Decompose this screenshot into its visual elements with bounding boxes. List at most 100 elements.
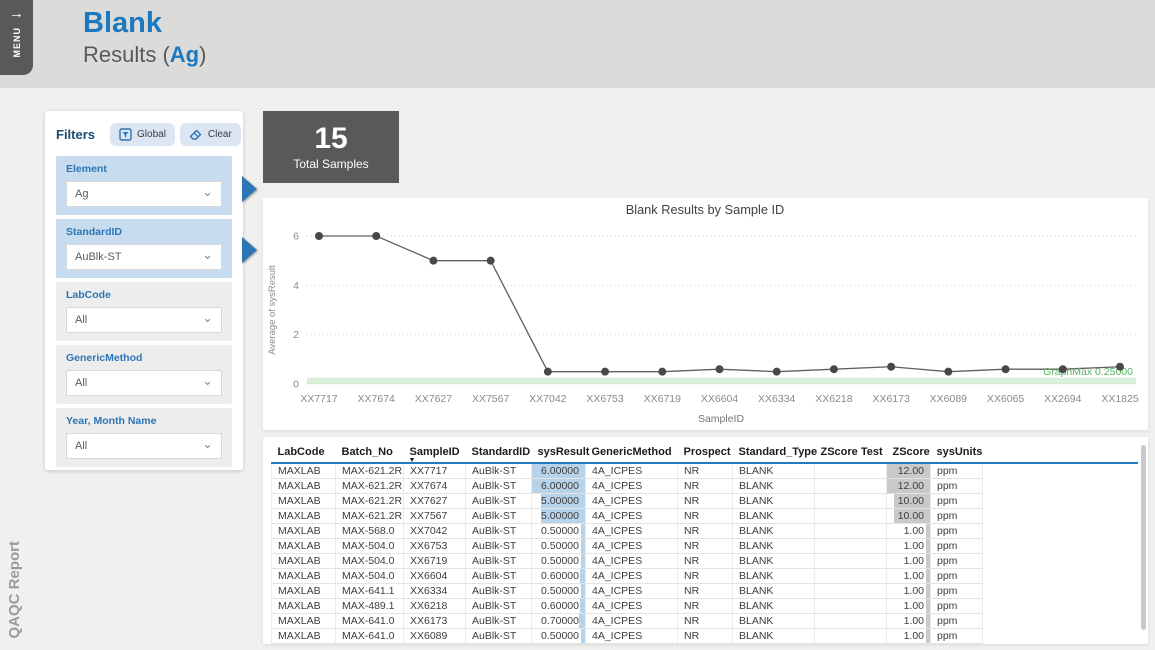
sort-descending-icon: ▼	[408, 457, 416, 464]
cell-value: NR	[684, 585, 700, 597]
column-header-labcode[interactable]: LabCode	[271, 443, 336, 464]
cell-zscore: 1.00	[886, 613, 931, 629]
cell-value: 0.60000	[541, 570, 579, 582]
row-filler	[983, 614, 1139, 629]
table-row[interactable]: MAXLAB MAX-621.2R XX7627 AuBlk-ST 5.00000 4A_…	[271, 493, 1139, 509]
cell-standardid: AuBlk-ST	[465, 508, 532, 524]
table-row[interactable]: MAXLAB MAX-504.0 XX6604 AuBlk-ST 0.60000 4A_I…	[271, 568, 1139, 584]
data-point[interactable]	[772, 367, 781, 376]
slicer-dropdown[interactable]: All ⌄	[66, 433, 222, 459]
table-row[interactable]: MAXLAB MAX-504.0 XX6753 AuBlk-ST 0.50000 4A_I…	[271, 538, 1139, 554]
cell-sampleid: XX6719	[403, 553, 466, 569]
column-header-sampleid[interactable]: SampleID ▼	[403, 443, 466, 464]
cell-value: AuBlk-ST	[472, 465, 517, 477]
slicer-dropdown[interactable]: AuBlk-ST ⌄	[66, 244, 222, 270]
column-header-batch-no[interactable]: Batch_No	[335, 443, 404, 464]
cell-zscore: 1.00	[886, 583, 931, 599]
cell-value: AuBlk-ST	[472, 495, 517, 507]
data-point[interactable]	[944, 367, 953, 376]
cell-value: ppm	[937, 630, 958, 642]
column-header-genericmethod[interactable]: GenericMethod	[585, 443, 678, 464]
column-header-prospect[interactable]: Prospect	[677, 443, 733, 464]
global-filter-button[interactable]: Global	[110, 123, 175, 146]
table-row[interactable]: MAXLAB MAX-489.1 XX6218 AuBlk-ST 0.60000 4A_I…	[271, 598, 1139, 614]
column-header-standardid[interactable]: StandardID	[465, 443, 532, 464]
cell-standardid: AuBlk-ST	[465, 523, 532, 539]
row-filler	[983, 524, 1139, 539]
table-row[interactable]: MAXLAB MAX-641.0 XX6089 AuBlk-ST 0.50000 4A_I…	[271, 628, 1139, 644]
cell-value: BLANK	[739, 495, 774, 507]
table-row[interactable]: MAXLAB MAX-641.1 XX6334 AuBlk-ST 0.50000 4A_I…	[271, 583, 1139, 599]
apply-element-filter-arrow-icon[interactable]	[241, 175, 258, 203]
menu-label: MENU	[11, 27, 22, 58]
data-point[interactable]	[543, 367, 552, 376]
column-header-zscore-test[interactable]: ZScore Test	[814, 443, 887, 464]
data-point[interactable]	[658, 367, 667, 376]
chart-line	[319, 235, 1121, 373]
cell-value: 4A_ICPES	[592, 480, 643, 492]
table-row[interactable]: MAXLAB MAX-568.0 XX7042 AuBlk-ST 0.50000 4A_I…	[271, 523, 1139, 539]
cell-value: XX6218	[410, 600, 448, 612]
row-filler	[983, 494, 1139, 509]
cell-sysresult: 0.50000	[531, 553, 586, 569]
menu-tab[interactable]: → MENU	[0, 0, 33, 75]
data-point[interactable]	[372, 232, 381, 240]
data-point[interactable]	[1116, 362, 1124, 371]
x-tick-label: XX1825	[1101, 393, 1139, 405]
data-bar	[580, 554, 585, 568]
apply-standardid-filter-arrow-icon[interactable]	[241, 236, 258, 264]
data-point[interactable]	[315, 232, 323, 240]
slicer-label: LabCode	[66, 289, 111, 301]
cell-sampleid: XX6218	[403, 598, 466, 614]
cell-genericmethod: 4A_ICPES	[585, 568, 678, 584]
blank-results-chart[interactable]: Blank Results by Sample ID 0 2 4 6 Average of…	[263, 198, 1148, 430]
x-tick-label: XX7627	[415, 393, 453, 405]
table-scrollbar[interactable]	[1141, 445, 1146, 630]
table-row[interactable]: MAXLAB MAX-621.2R XX7567 AuBlk-ST 5.00000 4A_…	[271, 508, 1139, 524]
cell-genericmethod: 4A_ICPES	[585, 493, 678, 509]
cell-value: NR	[684, 570, 700, 582]
cell-standard-type: BLANK	[732, 508, 815, 524]
cell-sysunits: ppm	[930, 493, 983, 509]
data-point[interactable]	[601, 367, 610, 376]
column-header-zscore[interactable]: ZScore	[886, 443, 931, 464]
cell-sysunits: ppm	[930, 568, 983, 584]
cell-sysresult: 0.50000	[531, 583, 586, 599]
cell-value: BLANK	[739, 465, 774, 477]
table-row[interactable]: MAXLAB MAX-621.2R XX7717 AuBlk-ST 6.00000 4A_…	[271, 463, 1139, 479]
column-header-sysunits[interactable]: sysUnits	[930, 443, 983, 464]
data-bar	[540, 494, 585, 508]
cell-value: 12.00	[897, 465, 924, 477]
data-point[interactable]	[429, 256, 438, 265]
data-point[interactable]	[486, 256, 495, 265]
data-point[interactable]	[887, 362, 896, 371]
data-point[interactable]	[829, 365, 838, 374]
table-row[interactable]: MAXLAB MAX-621.2R XX7674 AuBlk-ST 6.00000 4A_…	[271, 478, 1139, 494]
cell-sampleid: XX7717	[403, 463, 466, 479]
cell-genericmethod: 4A_ICPES	[585, 598, 678, 614]
cell-value: 1.00	[903, 525, 924, 537]
slicer-dropdown[interactable]: All ⌄	[66, 307, 222, 333]
cell-zscore-test	[814, 508, 887, 524]
column-header-sysresult[interactable]: sysResult	[531, 443, 589, 464]
x-tick-label: XX7674	[358, 393, 396, 405]
column-header-standard-type[interactable]: Standard_Type	[732, 443, 817, 464]
data-point[interactable]	[715, 365, 724, 374]
results-table: LabCode Batch_No SampleID ▼ StandardID sysRes…	[271, 443, 1138, 644]
clear-filters-button[interactable]: Clear	[179, 123, 241, 146]
cell-value: ppm	[937, 585, 958, 597]
line-chart[interactable]: Blank Results by Sample ID 0 2 4 6 Average of…	[263, 198, 1148, 430]
data-point[interactable]	[1058, 365, 1067, 374]
cell-zscore: 1.00	[886, 568, 931, 584]
cell-genericmethod: 4A_ICPES	[585, 553, 678, 569]
slicer-dropdown[interactable]: All ⌄	[66, 370, 222, 396]
table-row[interactable]: MAXLAB MAX-504.0 XX6719 AuBlk-ST 0.50000 4A_I…	[271, 553, 1139, 569]
slicer-dropdown[interactable]: Ag ⌄	[66, 181, 222, 207]
cell-labcode: MAXLAB	[271, 538, 336, 554]
cell-value: 0.70000	[541, 615, 579, 627]
total-samples-card: 15 Total Samples	[263, 111, 399, 183]
data-point[interactable]	[1001, 365, 1010, 374]
cell-standard-type: BLANK	[732, 568, 815, 584]
table-row[interactable]: MAXLAB MAX-641.0 XX6173 AuBlk-ST 0.70000 4A_I…	[271, 613, 1139, 629]
cell-genericmethod: 4A_ICPES	[585, 463, 678, 479]
